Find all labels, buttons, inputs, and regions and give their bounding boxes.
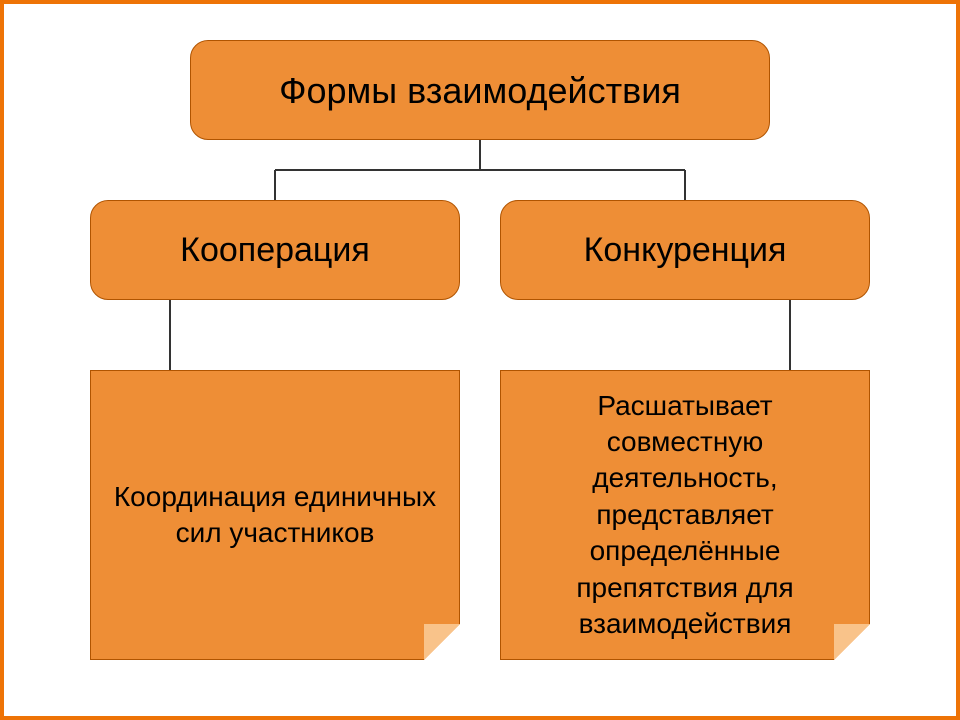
child-node-label: Кооперация — [180, 229, 370, 272]
description-text: Координация единичных сил участников — [109, 479, 441, 552]
root-node: Формы взаимодействия — [190, 40, 770, 140]
note-fold-flap-icon — [424, 624, 460, 660]
root-node-label: Формы взаимодействия — [279, 68, 681, 113]
child-node-cooperation: Кооперация — [90, 200, 460, 300]
child-node-competition: Конкуренция — [500, 200, 870, 300]
note-fold-flap-icon — [834, 624, 870, 660]
description-text: Расшатывает совместную деятельность, пре… — [519, 388, 851, 643]
description-note-cooperation: Координация единичных сил участников — [90, 370, 460, 660]
description-note-competition: Расшатывает совместную деятельность, пре… — [500, 370, 870, 660]
child-node-label: Конкуренция — [584, 229, 787, 272]
